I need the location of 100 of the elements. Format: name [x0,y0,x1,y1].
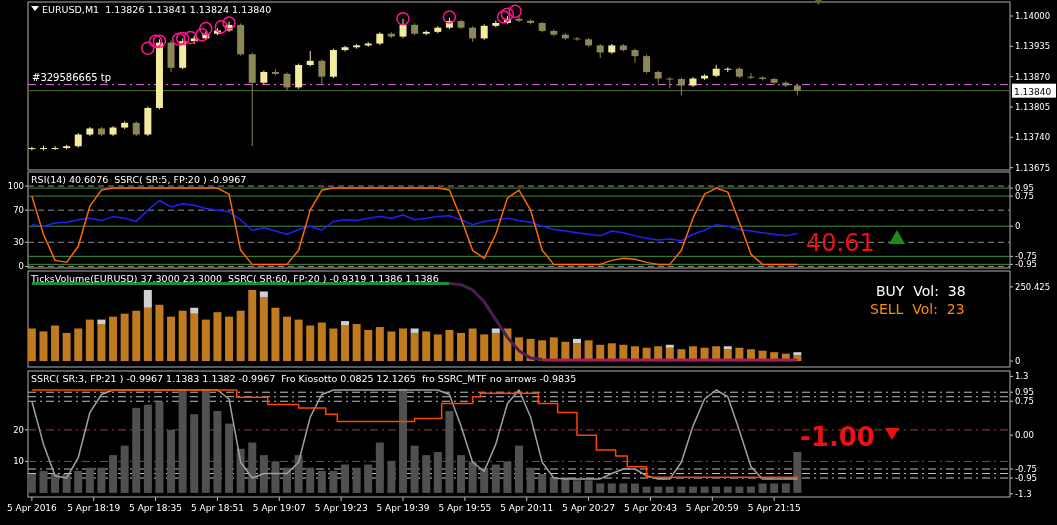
point [152,34,167,48]
point [195,27,209,42]
bar [306,325,315,362]
bar [688,486,697,493]
bar [468,328,477,362]
bar [526,467,535,493]
bar [387,461,396,493]
bar [515,445,523,493]
point [214,19,229,34]
bar [271,307,280,362]
bar [259,297,268,362]
bar [723,346,732,350]
bar [341,321,350,326]
bar [538,474,547,493]
bar [178,310,187,362]
y-tick-label: 1.3 [1015,371,1029,382]
bar [178,388,187,493]
x-tick-label: 5 Apr 2016 [6,503,58,513]
point [199,21,213,36]
bar [375,327,384,362]
ref-line-label: #329586665 tp [32,71,112,83]
candlestick [666,76,674,89]
candlestick [295,63,303,90]
bar [375,442,384,493]
bar [457,332,466,362]
candlestick [573,36,581,42]
x-tick-label: 5 Apr 18:51 [190,503,244,513]
bar [155,401,164,493]
bar [132,407,141,493]
x-tick-label: 5 Apr 19:55 [438,503,492,513]
point [222,16,236,30]
bar [422,455,431,493]
bar [143,289,152,308]
bar [665,486,674,493]
bar [155,304,164,362]
annotation: SELL Vol: 23 [870,301,965,317]
bar [468,461,477,493]
bar [572,480,581,493]
point [500,7,515,21]
bar [387,331,396,362]
bar [480,334,489,362]
bar [654,486,663,493]
bar [723,486,732,493]
bar [793,451,802,493]
bar [62,332,71,362]
y-tick-label: 1.13870 [1015,71,1051,82]
point [172,32,186,47]
y-tick-label: 250.425 [1015,281,1051,292]
y-tick-label: 0.00 [1015,430,1034,441]
line-series [31,187,799,266]
point [148,34,163,48]
candlestick [28,146,36,151]
bar [294,455,303,493]
bar [607,483,616,493]
point [396,12,410,26]
bar [399,388,408,493]
x-tick-label: 5 Apr 20:27 [562,503,616,513]
bar [201,319,210,362]
bar [317,322,326,362]
bar [352,324,361,362]
y2-tick-label: 10 [13,456,24,467]
bar [109,316,118,362]
bar [306,467,315,493]
bar [781,483,790,493]
point [183,30,198,45]
bar [51,474,60,493]
y-tick-label: 0.95 [1015,387,1034,398]
bar [341,464,350,493]
bar [491,332,500,362]
y-tick-label: -0.95 [1015,473,1037,484]
x-tick-label: 5 Apr 19:39 [376,503,430,513]
bar [364,464,373,493]
bar [120,445,129,493]
annotation: -1.00 [800,422,875,452]
bar [793,352,802,356]
bar [341,325,350,362]
bar [596,483,605,493]
y-tick-label: 70 [13,205,24,216]
bar [549,477,558,493]
x-tick-label: 5 Apr 20:43 [623,503,677,513]
bar [746,486,755,493]
x-tick-label: 5 Apr 19:07 [252,503,306,513]
line-series [31,389,799,480]
bar [97,324,106,362]
bar [503,461,512,493]
bar [317,470,326,493]
bar [74,470,83,493]
bar [213,411,222,493]
point [508,4,522,19]
bar [39,331,48,362]
x-tick-label: 5 Apr 20:59 [685,503,740,513]
bar [399,328,408,362]
bar [248,289,257,362]
bar [457,455,466,493]
x-tick-label: 5 Apr 19:23 [314,503,368,513]
bar [433,334,442,362]
y-tick-label: 30 [13,237,24,248]
y-tick-label: 0 [1015,356,1021,367]
bar [491,328,500,333]
bar [735,486,744,493]
